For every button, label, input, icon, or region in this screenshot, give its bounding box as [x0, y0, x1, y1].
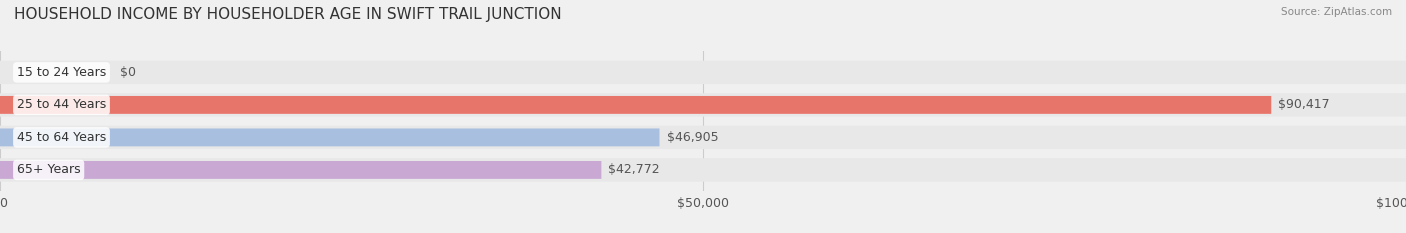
FancyBboxPatch shape — [0, 93, 1406, 116]
FancyBboxPatch shape — [0, 158, 1406, 182]
Text: $46,905: $46,905 — [666, 131, 718, 144]
Text: 45 to 64 Years: 45 to 64 Years — [17, 131, 105, 144]
FancyBboxPatch shape — [0, 96, 1271, 114]
FancyBboxPatch shape — [0, 61, 1406, 84]
FancyBboxPatch shape — [0, 126, 1406, 149]
FancyBboxPatch shape — [0, 128, 659, 146]
Text: $90,417: $90,417 — [1278, 98, 1330, 111]
FancyBboxPatch shape — [0, 161, 602, 179]
Text: 25 to 44 Years: 25 to 44 Years — [17, 98, 105, 111]
Text: $0: $0 — [120, 66, 135, 79]
Text: HOUSEHOLD INCOME BY HOUSEHOLDER AGE IN SWIFT TRAIL JUNCTION: HOUSEHOLD INCOME BY HOUSEHOLDER AGE IN S… — [14, 7, 561, 22]
Text: 15 to 24 Years: 15 to 24 Years — [17, 66, 105, 79]
Text: Source: ZipAtlas.com: Source: ZipAtlas.com — [1281, 7, 1392, 17]
Text: 65+ Years: 65+ Years — [17, 163, 80, 176]
Text: $42,772: $42,772 — [609, 163, 659, 176]
